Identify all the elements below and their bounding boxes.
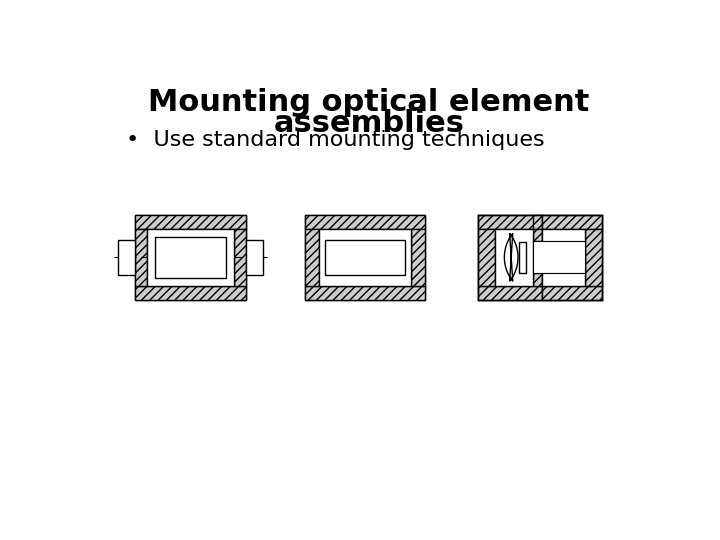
Bar — [135, 229, 147, 286]
Bar — [135, 286, 246, 300]
Bar — [305, 215, 425, 300]
Bar — [542, 229, 585, 286]
Bar — [325, 240, 405, 275]
Bar — [305, 286, 425, 300]
Bar — [147, 229, 234, 286]
Bar — [478, 286, 542, 300]
Bar — [585, 229, 601, 286]
Bar — [519, 241, 526, 273]
Text: assemblies: assemblies — [274, 109, 464, 138]
Polygon shape — [505, 233, 518, 281]
Bar — [534, 241, 585, 273]
Bar — [478, 229, 495, 286]
Bar — [305, 229, 320, 286]
Bar — [542, 286, 601, 300]
Bar — [305, 215, 425, 229]
Bar — [534, 229, 542, 241]
Bar — [542, 215, 601, 300]
Bar — [542, 215, 601, 229]
Bar — [320, 229, 411, 286]
Bar — [135, 215, 246, 300]
Bar — [117, 240, 135, 275]
Bar — [534, 273, 542, 286]
Bar — [478, 215, 542, 300]
Bar — [246, 240, 263, 275]
Text: Mounting optical element: Mounting optical element — [148, 88, 590, 117]
Bar — [534, 215, 542, 229]
Text: •  Use standard mounting techniques: • Use standard mounting techniques — [127, 130, 545, 150]
Bar — [234, 229, 246, 286]
Bar — [135, 215, 246, 229]
Bar — [411, 229, 425, 286]
Bar — [155, 237, 226, 278]
Bar — [478, 215, 542, 229]
Bar — [495, 229, 534, 286]
